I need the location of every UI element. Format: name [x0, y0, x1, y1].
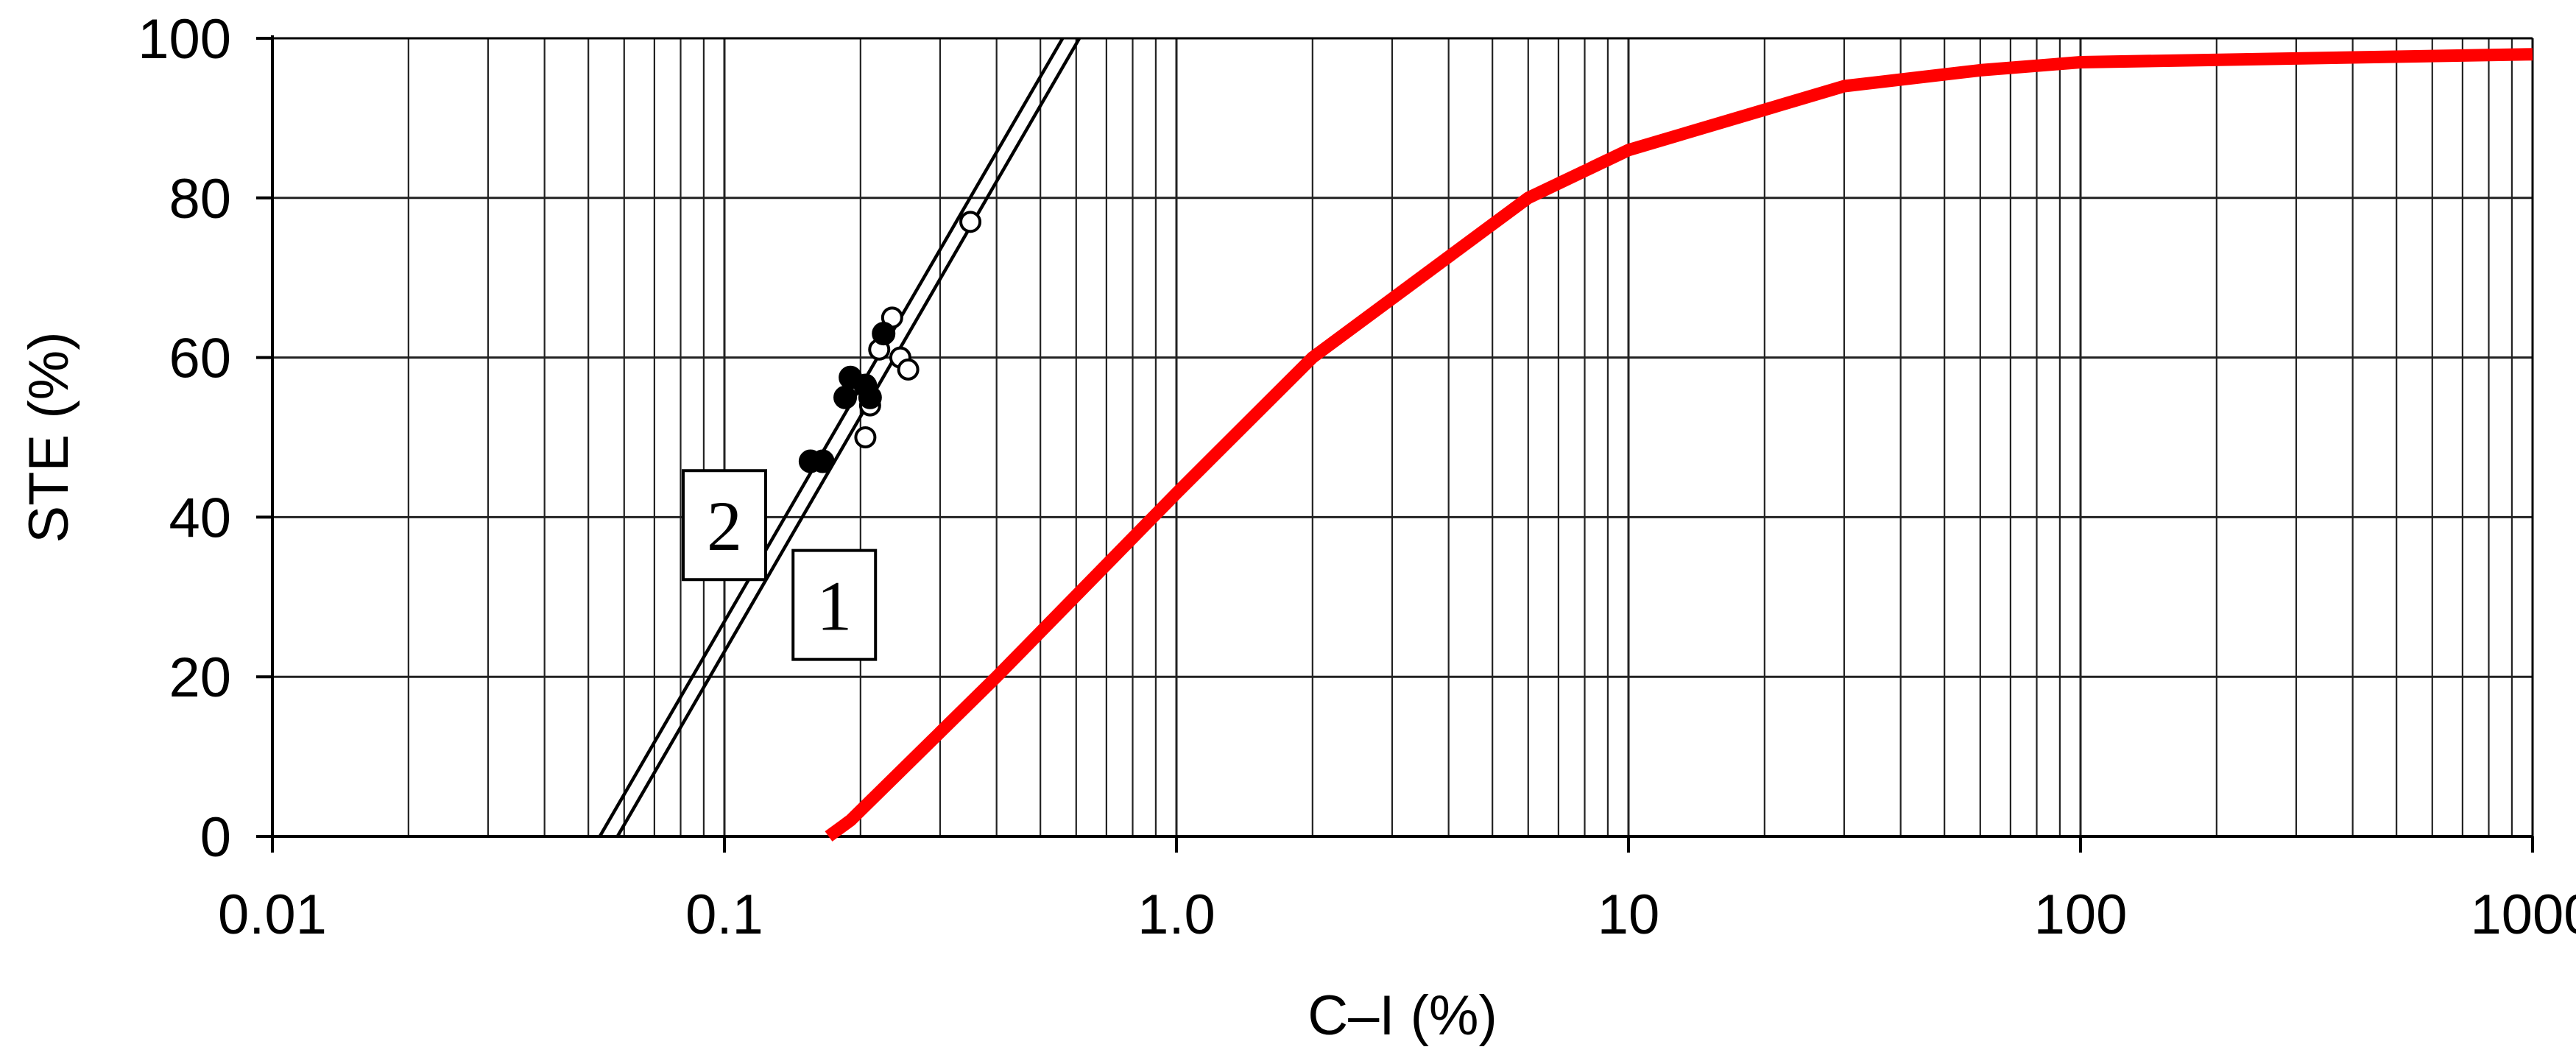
annotation-box-2 — [682, 469, 767, 582]
x-tick-label: 10 — [1598, 884, 1660, 946]
y-tick-label: 0 — [200, 806, 231, 869]
y-tick-label: 40 — [169, 487, 231, 549]
open-data-point — [959, 211, 982, 233]
red-series-line — [825, 48, 2533, 842]
y-axis-title: STE (%) — [18, 331, 80, 543]
x-tick-label: 100 — [2034, 884, 2128, 946]
x-tick-label: 0.01 — [218, 884, 327, 946]
fit-line-1 — [615, 37, 1081, 838]
x-tick-label: 0.1 — [685, 884, 763, 946]
x-axis-title: C–I (%) — [1308, 984, 1497, 1047]
annotation-label-2: 2 — [707, 487, 742, 565]
filled-data-point — [811, 449, 835, 473]
y-tick-label: 100 — [138, 8, 231, 71]
fit-line-2 — [598, 37, 1065, 838]
filled-data-point — [872, 322, 896, 346]
filled-data-point — [858, 385, 882, 409]
y-tick-label: 60 — [169, 328, 231, 390]
open-data-point — [854, 426, 877, 448]
y-tick-label: 20 — [169, 646, 231, 709]
annotation-box-1 — [791, 549, 878, 661]
series-layer — [598, 37, 2533, 842]
annotations: 21 — [682, 469, 878, 661]
annotation-label-1: 1 — [816, 567, 852, 646]
y-tick-label: 80 — [169, 168, 231, 230]
filled-data-point — [833, 385, 858, 409]
axes — [256, 35, 2534, 853]
x-tick-label: 1.0 — [1137, 884, 1215, 946]
open-data-point — [897, 358, 920, 381]
